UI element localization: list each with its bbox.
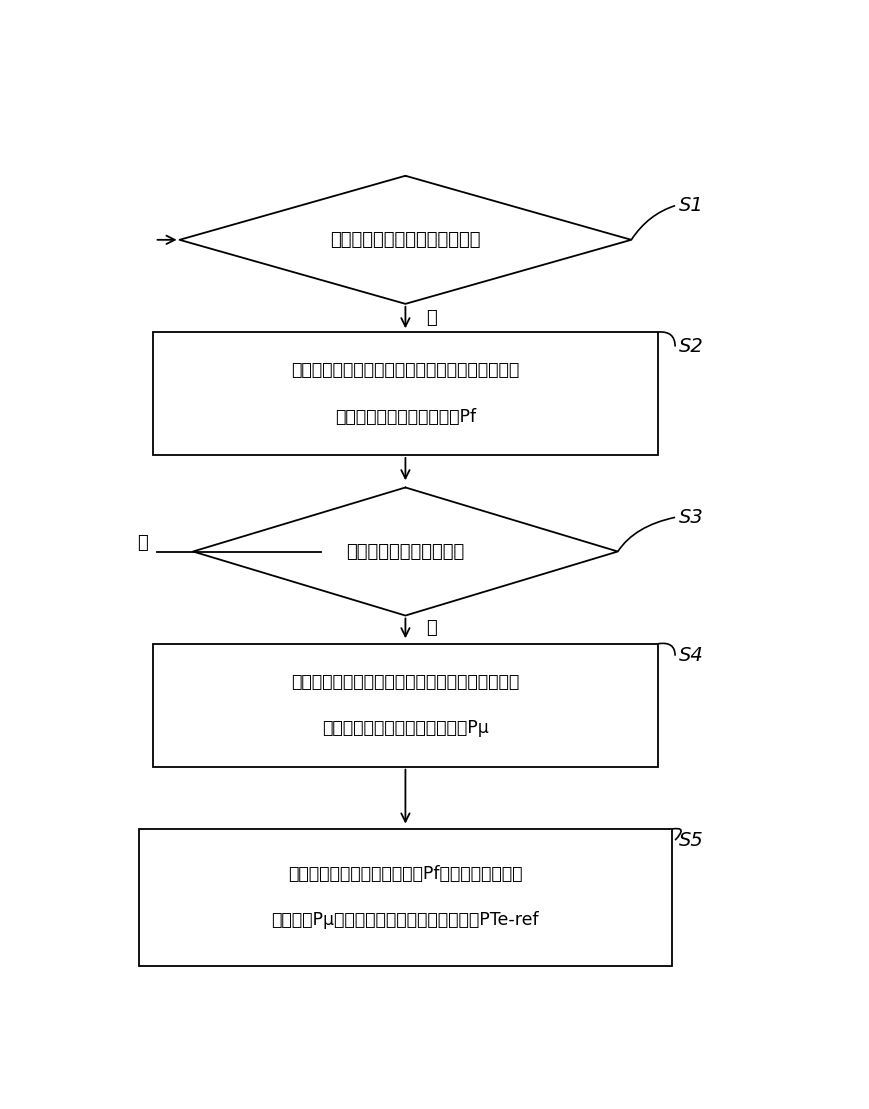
Text: 风机响应水轮机导叶开度的变化，基于新附加控制: 风机响应水轮机导叶开度的变化，基于新附加控制 (291, 673, 519, 691)
Text: 是: 是 (425, 308, 436, 326)
Text: ，得到第一补偿功率参考值Pf: ，得到第一补偿功率参考值Pf (335, 408, 475, 426)
Text: S3: S3 (678, 508, 702, 527)
Text: 是: 是 (425, 619, 436, 638)
Text: 否: 否 (137, 533, 148, 552)
Text: S5: S5 (678, 831, 702, 849)
Text: 风机响应电网频率的变化，基于虚拟惯性控制环节: 风机响应电网频率的变化，基于虚拟惯性控制环节 (291, 362, 519, 379)
Bar (139, 830, 671, 966)
Text: S4: S4 (678, 647, 702, 665)
Text: S2: S2 (678, 337, 702, 356)
Text: 率参考值Pμ，获取风机补偿功率参考值总量PTe-ref: 率参考值Pμ，获取风机补偿功率参考值总量PTe-ref (271, 912, 539, 929)
Text: S1: S1 (678, 196, 702, 215)
Text: 环节，得到第二补偿功率参考值Pμ: 环节，得到第二补偿功率参考值Pμ (322, 720, 488, 737)
Bar (152, 332, 658, 455)
Text: 电网频率变化量是否大于给定值: 电网频率变化量是否大于给定值 (330, 231, 480, 248)
Text: 根据所述第一补偿功率参考值Pf和所述第二补偿功: 根据所述第一补偿功率参考值Pf和所述第二补偿功 (288, 865, 522, 883)
Text: 水轮机导叶开度是否变化: 水轮机导叶开度是否变化 (346, 542, 464, 560)
Bar (152, 643, 658, 766)
